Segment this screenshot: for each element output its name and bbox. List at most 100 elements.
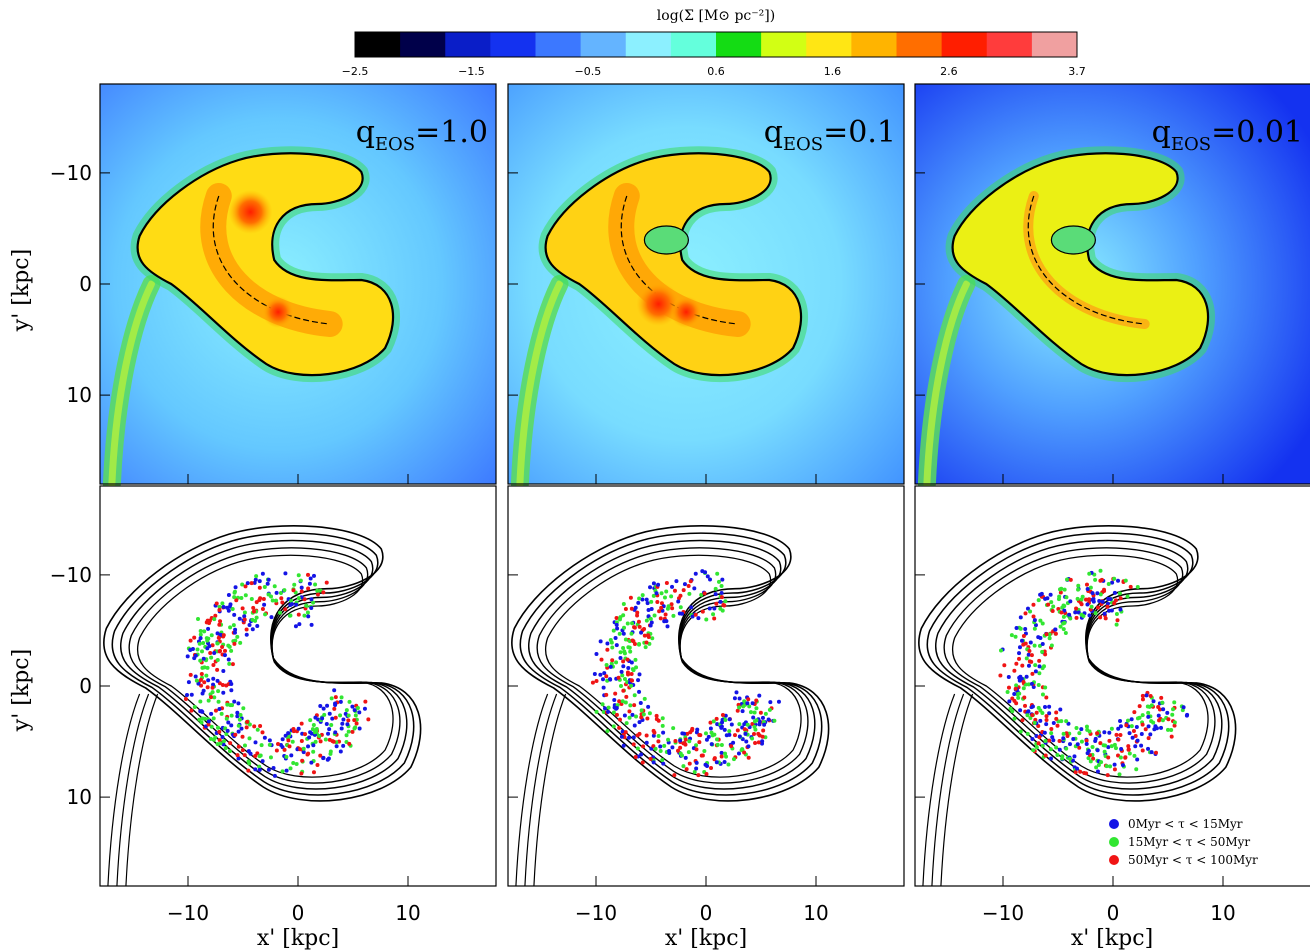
star-particle <box>217 608 222 613</box>
star-particle <box>731 740 736 745</box>
star-particle <box>296 596 301 601</box>
star-particle <box>1021 633 1026 638</box>
star-particle <box>714 760 719 765</box>
star-particle <box>1149 750 1154 755</box>
star-particle <box>1006 685 1011 690</box>
star-particle <box>1027 659 1032 664</box>
star-particle <box>217 707 222 712</box>
star-particle <box>1028 640 1033 645</box>
star-particle <box>1140 748 1145 753</box>
star-particle <box>249 597 254 602</box>
star-particle <box>1018 708 1023 713</box>
star-particle <box>1171 707 1176 712</box>
star-particle <box>1028 716 1033 721</box>
star-particle <box>242 614 247 619</box>
star-particle <box>598 672 603 677</box>
star-particle <box>217 622 222 627</box>
star-particle <box>1093 611 1098 616</box>
star-particle <box>266 577 271 582</box>
star-particle <box>1108 597 1113 602</box>
star-particle <box>617 699 622 704</box>
star-particle <box>1025 713 1030 718</box>
star-particle <box>220 682 225 687</box>
star-particle <box>354 721 359 726</box>
star-particle <box>696 773 701 778</box>
star-particle <box>325 703 330 708</box>
star-particle <box>652 613 657 618</box>
star-particle <box>313 739 318 744</box>
star-particle <box>650 636 655 641</box>
star-particle <box>223 726 228 731</box>
star-particle <box>664 580 669 585</box>
panel-label-sub: EOS <box>375 134 415 155</box>
star-particle <box>1133 733 1138 738</box>
star-particle <box>212 650 217 655</box>
star-particle <box>1094 765 1099 770</box>
star-particle <box>247 722 252 727</box>
star-particle <box>678 745 683 750</box>
star-particle <box>1116 737 1121 742</box>
star-particle <box>754 718 759 723</box>
star-particle <box>621 743 626 748</box>
star-particle <box>1026 663 1031 668</box>
star-particle <box>614 706 619 711</box>
tidal-tail-core <box>923 280 970 488</box>
star-particle <box>742 722 747 727</box>
star-particle <box>704 771 709 776</box>
star-particle <box>1058 707 1063 712</box>
star-particle <box>1023 611 1028 616</box>
star-particle <box>1025 606 1030 611</box>
star-particle <box>672 588 677 593</box>
star-particle <box>1095 591 1100 596</box>
star-particle <box>713 586 718 591</box>
star-particle <box>1116 753 1121 758</box>
star-particle <box>1061 736 1066 741</box>
star-particle <box>622 625 627 630</box>
star-particle <box>660 758 665 763</box>
star-particle <box>619 734 624 739</box>
star-particle <box>233 627 238 632</box>
star-particle <box>712 756 717 761</box>
star-particle <box>651 760 656 765</box>
star-particle <box>621 688 626 693</box>
star-particle <box>346 713 351 718</box>
star-particle <box>621 664 626 669</box>
x-axis-title-1: x' [kpc] <box>257 926 339 951</box>
star-particle <box>1166 717 1171 722</box>
star-particle <box>258 724 263 729</box>
star-particle <box>1013 686 1018 691</box>
star-particle <box>231 623 236 628</box>
star-particle <box>656 733 661 738</box>
star-particle <box>734 690 739 695</box>
star-particle <box>998 673 1003 678</box>
star-particle <box>1054 745 1059 750</box>
star-particle <box>1079 602 1084 607</box>
star-particle <box>705 763 710 768</box>
colorbar-swatch <box>896 32 943 57</box>
star-particle <box>1093 577 1098 582</box>
star-particle <box>1129 724 1134 729</box>
star-particle <box>1120 763 1125 768</box>
star-particle <box>257 764 262 769</box>
star-particle <box>611 724 616 729</box>
star-particle <box>1014 683 1019 688</box>
star-particle <box>646 608 651 613</box>
star-particle <box>1044 695 1049 700</box>
star-particle <box>197 641 202 646</box>
star-particle <box>301 750 306 755</box>
star-particle <box>242 753 247 758</box>
y-axis-title-bottom: y' [kpc] <box>9 649 34 732</box>
star-particle <box>209 724 214 729</box>
colorbar-swatch <box>670 32 717 57</box>
star-particle <box>1146 736 1151 741</box>
star-particle <box>1076 583 1081 588</box>
star-particle <box>1018 729 1023 734</box>
star-particle <box>224 732 229 737</box>
star-particle <box>1060 605 1065 610</box>
star-particle <box>334 744 339 749</box>
star-particle <box>626 735 631 740</box>
star-particle <box>1038 592 1043 597</box>
panel-label-sub: EOS <box>783 134 823 155</box>
star-particle <box>635 746 640 751</box>
star-particle <box>1017 645 1022 650</box>
